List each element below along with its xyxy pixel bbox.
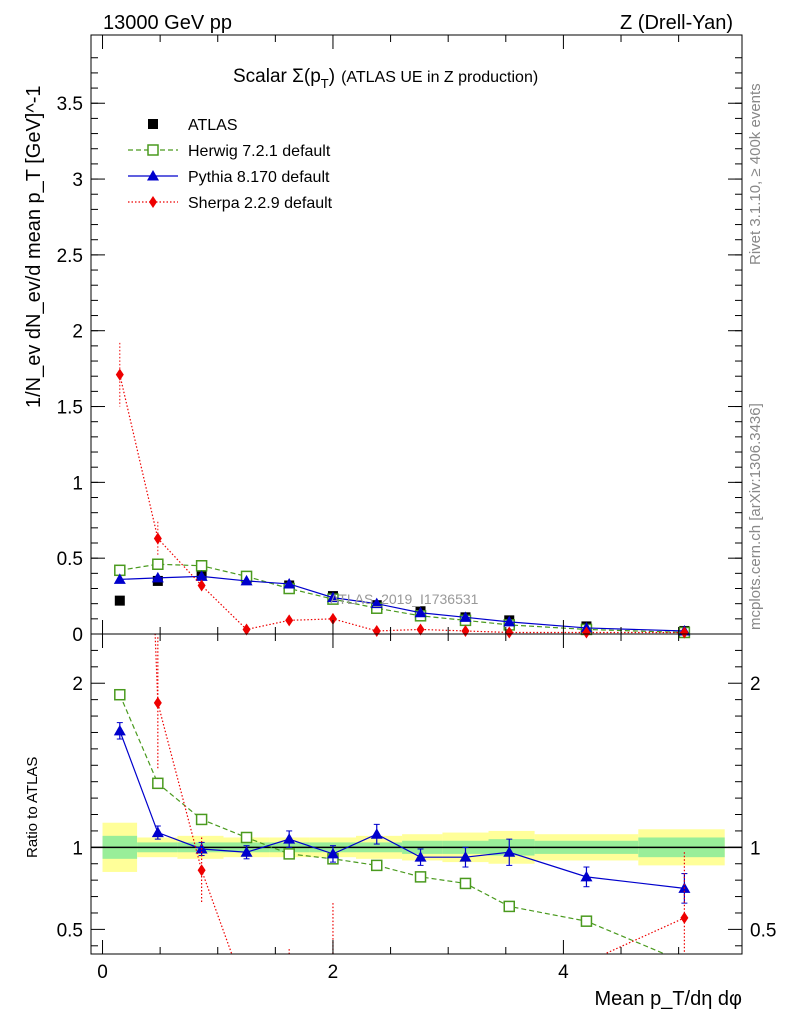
sherpa-main-point bbox=[328, 612, 337, 625]
pythia-main-point bbox=[283, 577, 296, 589]
pythia-ratio-point bbox=[283, 833, 296, 844]
title-main: Scalar Σ(p bbox=[233, 66, 321, 87]
sherpa-ratio-point bbox=[680, 911, 689, 924]
main-ytick-label: 3 bbox=[72, 170, 83, 191]
sherpa-ratio-point bbox=[153, 696, 162, 709]
pythia-main-line bbox=[119, 575, 685, 632]
ratio-ytick-label-right: 2 bbox=[750, 674, 761, 695]
sherpa-ratio-point bbox=[197, 864, 206, 877]
pythia-ratio-point bbox=[503, 846, 516, 857]
sherpa-main-point bbox=[285, 614, 294, 627]
xtick-label: 2 bbox=[328, 962, 339, 983]
herwig-ratio-point bbox=[370, 859, 383, 872]
herwig-main-point bbox=[152, 558, 164, 570]
sherpa-main-point bbox=[115, 368, 124, 381]
ratio-panel: 0.5 0.5 1 1 2 2 0 2 4 bbox=[57, 620, 776, 983]
main-title: Scalar Σ(pT) (ATLAS UE in Z production) bbox=[233, 66, 538, 91]
sherpa-main-point bbox=[416, 623, 425, 636]
legend: ATLAS Herwig 7.2.1 default Pythia 8.170 de… bbox=[128, 117, 333, 212]
sherpa-main-point bbox=[505, 626, 514, 639]
pythia-legend-marker bbox=[147, 170, 159, 181]
pythia-ratio-point bbox=[326, 847, 339, 859]
main-ytick-label: 0.5 bbox=[57, 549, 83, 570]
mcplots-citation-label: mcplots.cern.ch [arXiv:1306.3436] bbox=[747, 403, 764, 630]
sherpa-legend-label: Sherpa 2.2.9 default bbox=[188, 195, 333, 212]
pythia-main-point bbox=[414, 606, 427, 618]
atlas-legend-label: ATLAS bbox=[188, 117, 238, 134]
main-ytick-label: 2.5 bbox=[57, 246, 83, 267]
ratio-ytick-label-right: 0.5 bbox=[750, 920, 776, 941]
main-ytick-label: 3.5 bbox=[57, 94, 83, 115]
xtick-label: 4 bbox=[558, 962, 569, 983]
main-panel: 0 0.5 1 1.5 2 2.5 3 3.5 bbox=[57, 35, 742, 646]
herwig-ratio-point bbox=[580, 915, 593, 927]
pythia-main-point bbox=[370, 597, 383, 609]
ratio-xlabel: Mean p_T/dη dφ bbox=[595, 988, 743, 1010]
ratio-ytick-label-left: 1 bbox=[72, 838, 83, 859]
herwig-main-point bbox=[195, 560, 208, 572]
sherpa-main-point bbox=[582, 626, 591, 639]
xtick-label: 0 bbox=[97, 962, 108, 983]
herwig-ratio-point bbox=[283, 848, 295, 860]
pythia-main-point bbox=[459, 611, 472, 622]
title-sub: T bbox=[321, 76, 329, 91]
herwig-legend-marker bbox=[147, 144, 159, 156]
herwig-ratio-point bbox=[240, 831, 253, 844]
atlas-legend-marker bbox=[148, 119, 158, 129]
ratio-frame bbox=[90, 633, 743, 955]
sherpa-main-point bbox=[242, 623, 251, 636]
rivet-version-label: Rivet 3.1.10, ≥ 400k events bbox=[747, 83, 764, 265]
main-ytick-label: 1.5 bbox=[57, 398, 83, 419]
sherpa-main-line bbox=[119, 374, 685, 634]
pythia-ratio-line bbox=[119, 730, 685, 889]
sherpa-main-point bbox=[153, 532, 162, 545]
pythia-main-point bbox=[240, 574, 253, 586]
title-close: ) bbox=[329, 66, 335, 87]
pythia-ratio-point bbox=[459, 851, 472, 862]
herwig-ratio-point bbox=[414, 871, 427, 883]
pythia-main-point bbox=[113, 573, 126, 584]
ratio-ylabel: Ratio to ATLAS bbox=[24, 757, 41, 858]
herwig-ratio-point bbox=[503, 900, 516, 913]
herwig-legend-label: Herwig 7.2.1 default bbox=[188, 143, 331, 160]
herwig-ratio-point bbox=[114, 688, 126, 701]
title-rest: (ATLAS UE in Z production) bbox=[341, 69, 538, 86]
main-ylabel: 1/N_ev dN_ev/d mean p_T [GeV]^-1 bbox=[23, 85, 45, 408]
herwig-ratio-point bbox=[459, 877, 472, 890]
pythia-main-point bbox=[326, 591, 339, 603]
herwig-ratio-point bbox=[152, 777, 164, 790]
pythia-ratio-point bbox=[580, 870, 593, 882]
analysis-watermark: ATLAS_2019_I1736531 bbox=[330, 591, 479, 607]
header-process-label: Z (Drell-Yan) bbox=[620, 12, 733, 34]
main-ytick-label: 0 bbox=[72, 625, 83, 646]
main-ytick-label: 2 bbox=[72, 322, 83, 343]
atlas-main-point bbox=[114, 595, 125, 606]
ratio-ytick-label-left: 2 bbox=[72, 674, 83, 695]
pythia-main-point bbox=[195, 570, 208, 581]
pythia-legend-label: Pythia 8.170 default bbox=[188, 169, 330, 186]
ratio-ytick-label-right: 1 bbox=[750, 838, 761, 859]
sherpa-main-point bbox=[197, 579, 206, 592]
pythia-main-point bbox=[151, 571, 164, 583]
ratio-ytick-label-left: 0.5 bbox=[57, 920, 83, 941]
sherpa-legend-marker bbox=[149, 196, 157, 208]
herwig-ratio-point bbox=[195, 813, 208, 826]
pythia-ratio-point bbox=[113, 724, 126, 736]
herwig-main-line bbox=[119, 563, 685, 634]
pythia-ratio-point bbox=[240, 846, 253, 857]
header-energy-label: 13000 GeV pp bbox=[103, 12, 232, 34]
main-ytick-label: 1 bbox=[72, 473, 83, 494]
pythia-ratio-point bbox=[370, 828, 383, 839]
herwig-ratio-line bbox=[119, 694, 667, 954]
sherpa-main-point bbox=[372, 624, 381, 637]
pythia-ratio-point bbox=[414, 851, 427, 862]
sherpa-main-point bbox=[680, 626, 689, 639]
pythia-main-point bbox=[503, 615, 516, 627]
pythia-ratio-point bbox=[151, 826, 164, 838]
sherpa-main-point bbox=[461, 624, 470, 637]
